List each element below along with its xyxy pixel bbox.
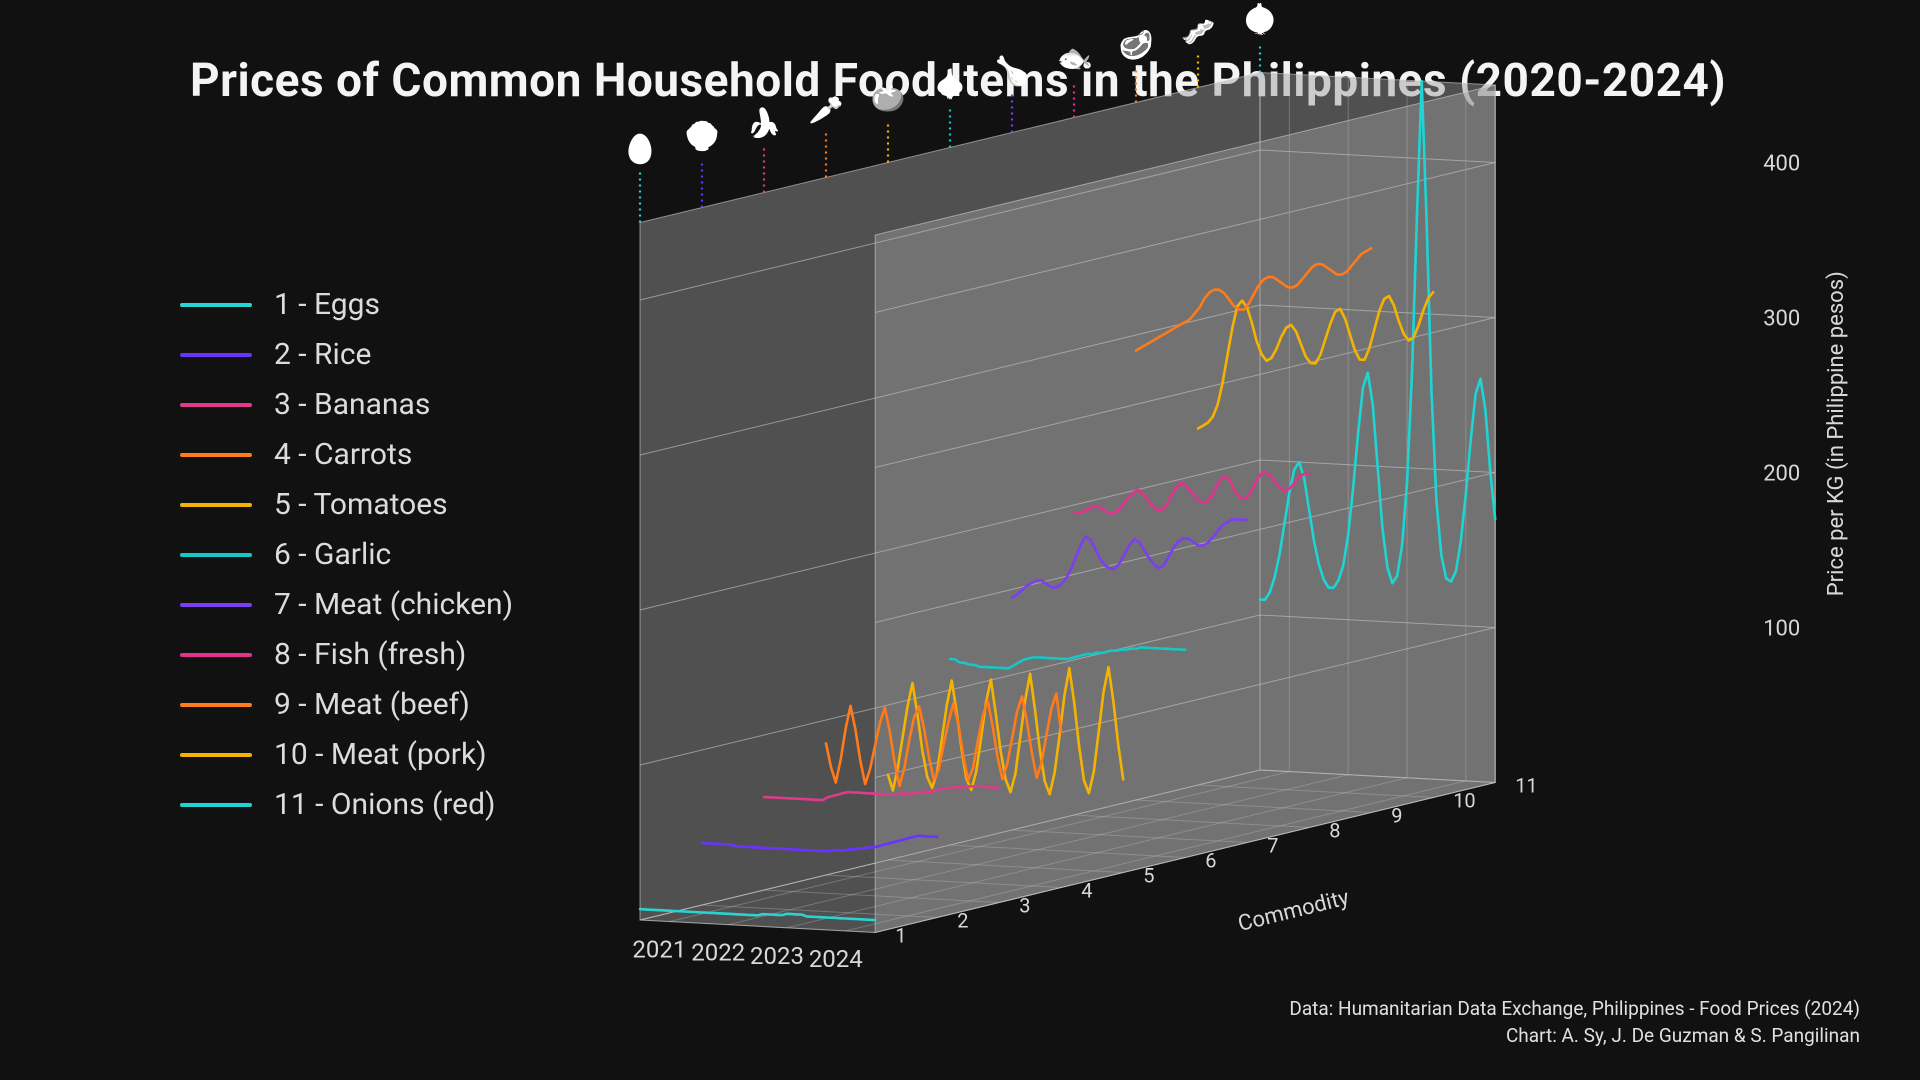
z-tick: 400 — [1763, 151, 1800, 176]
y-tick: 10 — [1453, 788, 1475, 812]
y-tick: 1 — [895, 923, 906, 947]
food-icon: 🍌 — [747, 107, 782, 140]
food-icon: 🥩 — [1119, 29, 1154, 62]
credits: Data: Humanitarian Data Exchange, Philip… — [1289, 995, 1860, 1050]
y-tick: 5 — [1143, 863, 1154, 887]
x-tick: 2023 — [750, 942, 804, 970]
y-tick: 7 — [1267, 833, 1278, 857]
credit-chart: Chart: A. Sy, J. De Guzman & S. Pangilin… — [1289, 1022, 1860, 1050]
food-icon: 🐟 — [1057, 42, 1092, 75]
x-tick: 2022 — [691, 939, 745, 967]
food-icon: 🧅 — [1243, 2, 1278, 36]
food-icon: 🍗 — [995, 55, 1030, 88]
x-tick: 2021 — [632, 936, 686, 964]
y-tick: 9 — [1391, 803, 1402, 827]
food-icon: 🥓 — [1181, 16, 1216, 49]
y-tick: 4 — [1081, 878, 1092, 902]
x-tick: 2024 — [809, 945, 863, 973]
y-tick: 2 — [957, 908, 968, 932]
chart-3d: 2021202220232024 1 2 3 4 5 6 7 8 9 10 11 100 200 300 40… — [0, 0, 1920, 1080]
z-tick: 200 — [1763, 461, 1800, 486]
z-tick: 100 — [1763, 616, 1800, 641]
y-axis-label: Commodity — [1236, 885, 1353, 937]
z-axis-label: Price per KG (in Philippine pesos) — [1824, 271, 1849, 596]
food-icon: 🥕 — [809, 94, 844, 127]
food-icon: 🥚 — [623, 133, 658, 166]
food-icon: 🍅 — [871, 81, 906, 114]
credit-data: Data: Humanitarian Data Exchange, Philip… — [1289, 995, 1860, 1023]
y-tick: 3 — [1019, 893, 1030, 917]
z-tick: 300 — [1763, 306, 1800, 331]
food-icon: 🧄 — [933, 68, 968, 101]
y-tick: 11 — [1515, 773, 1537, 797]
food-icon: 🍚 — [685, 120, 720, 153]
y-tick: 6 — [1205, 848, 1216, 872]
y-tick: 8 — [1329, 818, 1340, 842]
